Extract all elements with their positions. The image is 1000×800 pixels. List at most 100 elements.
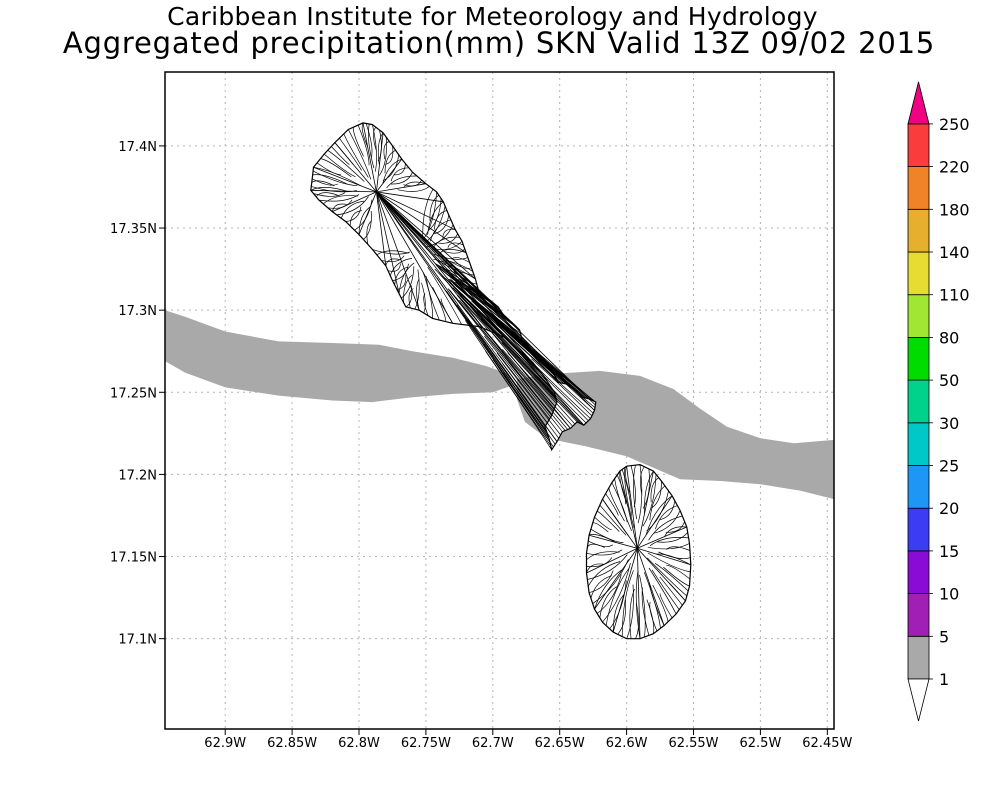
drainage-main-line	[362, 122, 377, 192]
drainage-main-line	[376, 191, 444, 203]
x-axis-ticks: 62.9W 62.85W 62.8W 62.75W 62.7W 62.65W 62.6W 62…	[204, 729, 852, 751]
drainage-main-line	[376, 191, 467, 254]
drainage-line	[383, 141, 390, 160]
drainage-line	[587, 554, 628, 580]
drainage-line	[403, 181, 426, 188]
drainage-line	[323, 195, 358, 205]
drainage-line	[654, 563, 689, 592]
island-nevis	[585, 463, 692, 640]
drainage-line	[343, 133, 369, 178]
y-tick-label: 17.4N	[118, 140, 157, 155]
drainage-line	[587, 561, 621, 587]
drainage-line	[363, 210, 372, 240]
drainage-line	[590, 528, 624, 543]
drainage-line	[649, 602, 658, 632]
drainage-line	[621, 469, 632, 517]
drainage-line	[474, 326, 560, 439]
drainage-line	[345, 206, 362, 222]
drainage-main-line	[637, 548, 686, 602]
y-tick-label: 17.3N	[118, 304, 157, 319]
drainage-line	[592, 522, 609, 533]
colorbar-label: 15	[939, 542, 959, 561]
x-tick-label: 62.7W	[472, 736, 514, 751]
colorbar-label: 110	[939, 286, 970, 305]
colorbar-label: 50	[939, 371, 959, 390]
drainage-main-line	[376, 191, 387, 266]
x-tick-label: 62.8W	[338, 736, 380, 751]
drainage-line	[331, 146, 350, 165]
drainage-main-line	[637, 547, 691, 566]
drainage-line	[484, 335, 550, 420]
drainage-line	[651, 480, 662, 509]
drainage-line	[588, 540, 613, 547]
colorbar-segment	[907, 208, 930, 253]
drainage-line	[316, 162, 341, 175]
drainage-line	[327, 150, 365, 182]
drainage-line	[655, 553, 691, 566]
drainage-main-line	[313, 166, 377, 193]
y-tick-label: 17.2N	[118, 468, 157, 483]
drainage-line	[666, 564, 691, 580]
drainage-line	[442, 228, 456, 238]
colorbar-segment	[907, 336, 930, 381]
x-tick-label: 62.85W	[267, 736, 317, 751]
x-tick-label: 62.55W	[668, 736, 718, 751]
colorbar-segment	[907, 635, 930, 680]
drainage-line	[457, 295, 576, 425]
drainage-line	[635, 570, 641, 639]
colorbar-segment	[907, 550, 930, 595]
drainage-main-line	[626, 466, 638, 549]
colorbar-arrow-bottom	[907, 678, 930, 722]
drainage-line	[387, 263, 401, 272]
drainage-line	[664, 526, 687, 537]
drainage-main-line	[376, 191, 553, 416]
drainage-main-line	[636, 548, 641, 639]
drainage-line	[379, 137, 387, 176]
drainage-line	[626, 584, 634, 639]
drainage-line	[449, 289, 480, 327]
colorbar-segment	[907, 465, 930, 509]
y-axis-ticks: 17.4N 17.35N 17.3N 17.25N 17.2N 17.15N 17.1N	[110, 140, 165, 648]
drainage-line	[637, 464, 643, 524]
drainage-line	[366, 220, 372, 245]
drainage-line	[382, 154, 400, 182]
colorbar-arrow-top	[907, 81, 930, 125]
drainage-main-line	[358, 191, 377, 235]
x-tick-label: 62.9W	[204, 736, 246, 751]
drainage-line	[434, 210, 447, 230]
drainage-line	[586, 551, 620, 561]
drainage-line	[624, 467, 635, 529]
drainage-line	[650, 477, 659, 503]
drainage-line	[389, 258, 413, 276]
drainage-line	[385, 145, 394, 165]
colorbar-label: 80	[939, 328, 959, 347]
drainage-line	[403, 274, 413, 303]
y-tick-label: 17.1N	[118, 633, 157, 648]
drainage-line	[497, 323, 595, 411]
drainage-line	[310, 187, 348, 192]
drainage-line	[633, 465, 638, 520]
drainage-line	[432, 287, 447, 322]
drainage-line	[602, 563, 631, 623]
drainage-line	[608, 488, 625, 522]
y-tick-label: 17.25N	[110, 386, 157, 401]
drainage-line	[605, 493, 619, 516]
drainage-line	[357, 124, 370, 166]
drainage-line	[531, 358, 593, 417]
colorbar-segment	[907, 166, 930, 210]
colorbar-segment	[907, 123, 930, 168]
drainage-line	[390, 167, 410, 182]
drainage-line	[596, 574, 622, 614]
drainage-line	[358, 206, 371, 235]
drainage-line	[339, 137, 362, 171]
chart-title-line1: Caribbean Institute for Meteorology and …	[167, 2, 818, 31]
drainage-line	[381, 255, 405, 263]
drainage-line	[617, 599, 627, 635]
drainage-line	[312, 170, 358, 187]
y-tick-label: 17.15N	[110, 551, 157, 566]
drainage-line	[427, 266, 462, 325]
drainage-line	[614, 478, 632, 532]
drainage-line	[648, 515, 683, 541]
drainage-line	[427, 201, 444, 235]
